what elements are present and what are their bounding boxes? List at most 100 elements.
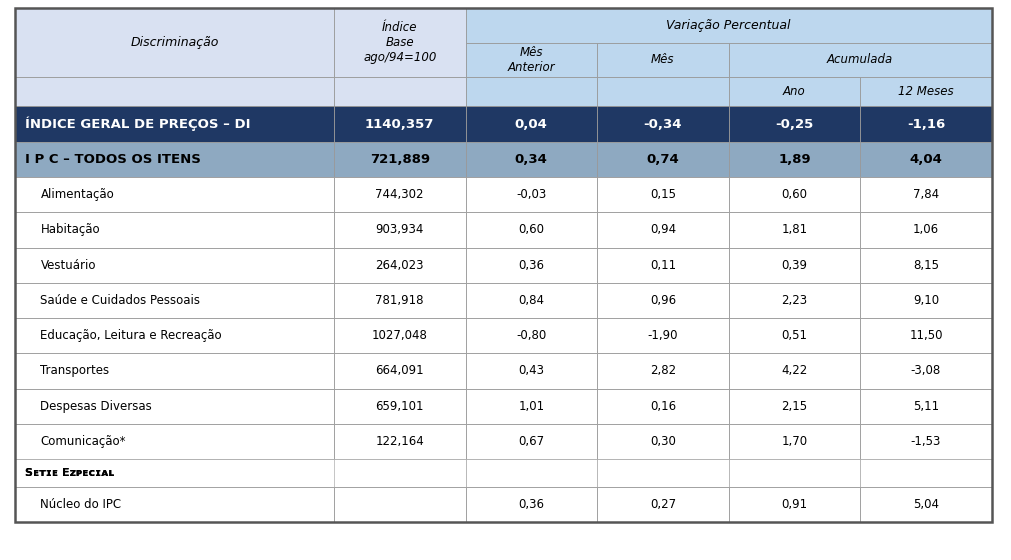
Text: 1,89: 1,89 <box>777 153 810 166</box>
Bar <box>334 77 465 106</box>
Bar <box>728 459 859 487</box>
Bar <box>15 177 334 212</box>
Bar <box>15 353 334 389</box>
Bar <box>334 8 465 77</box>
Bar <box>859 459 991 487</box>
Bar <box>15 459 991 487</box>
Bar <box>728 106 859 142</box>
Text: -0,34: -0,34 <box>643 118 681 130</box>
Bar <box>859 353 991 389</box>
Bar <box>596 318 728 353</box>
Bar <box>15 318 334 353</box>
Text: 659,101: 659,101 <box>375 400 424 413</box>
Text: 903,934: 903,934 <box>375 223 424 236</box>
Text: 5,04: 5,04 <box>912 498 938 511</box>
Bar <box>728 283 859 318</box>
Bar <box>859 212 991 248</box>
Bar <box>728 212 859 248</box>
Text: 11,50: 11,50 <box>908 329 942 342</box>
Bar <box>728 248 859 283</box>
Bar <box>596 77 728 106</box>
Text: -3,08: -3,08 <box>910 365 940 377</box>
Text: 2,23: 2,23 <box>780 294 807 307</box>
Text: ÍNDICE GERAL DE PREÇOS – DI: ÍNDICE GERAL DE PREÇOS – DI <box>25 117 251 131</box>
Bar <box>859 487 991 522</box>
Bar <box>465 177 596 212</box>
Text: 0,84: 0,84 <box>518 294 544 307</box>
Text: 0,91: 0,91 <box>780 498 807 511</box>
Text: 0,67: 0,67 <box>518 435 544 448</box>
Text: 0,15: 0,15 <box>649 188 675 201</box>
Text: 7,84: 7,84 <box>912 188 938 201</box>
Text: 0,04: 0,04 <box>515 118 547 130</box>
Bar <box>859 424 991 459</box>
Text: 122,164: 122,164 <box>375 435 424 448</box>
Bar <box>15 389 334 424</box>
Text: -0,25: -0,25 <box>774 118 813 130</box>
Bar <box>728 318 859 353</box>
Text: Mês
Anterior: Mês Anterior <box>507 46 555 74</box>
Bar <box>334 487 465 522</box>
Bar <box>15 142 334 177</box>
Text: Sᴇᴛɪᴇ Eᴢᴘᴇᴄɪᴀʟ: Sᴇᴛɪᴇ Eᴢᴘᴇᴄɪᴀʟ <box>25 468 114 478</box>
Bar <box>465 318 596 353</box>
Bar <box>596 106 728 142</box>
Bar <box>859 283 991 318</box>
Text: 4,04: 4,04 <box>909 153 941 166</box>
Text: Ano: Ano <box>783 85 805 98</box>
Bar <box>465 283 596 318</box>
Bar <box>728 43 991 77</box>
Text: -1,90: -1,90 <box>647 329 677 342</box>
Text: 744,302: 744,302 <box>375 188 424 201</box>
Text: 0,36: 0,36 <box>518 259 544 272</box>
Bar <box>596 142 728 177</box>
Bar <box>15 283 334 318</box>
Text: Alimentação: Alimentação <box>40 188 114 201</box>
Bar <box>596 177 728 212</box>
Bar <box>465 424 596 459</box>
Text: Saúde e Cuidados Pessoais: Saúde e Cuidados Pessoais <box>40 294 200 307</box>
Text: Variação Percentual: Variação Percentual <box>665 19 791 32</box>
Text: 0,60: 0,60 <box>780 188 807 201</box>
Bar <box>596 212 728 248</box>
Bar <box>334 318 465 353</box>
Bar <box>596 353 728 389</box>
Text: 0,34: 0,34 <box>515 153 547 166</box>
Bar <box>465 389 596 424</box>
Text: -1,16: -1,16 <box>906 118 944 130</box>
Bar <box>334 142 465 177</box>
Bar <box>465 353 596 389</box>
Bar <box>15 424 334 459</box>
Text: 0,30: 0,30 <box>649 435 675 448</box>
Text: -0,03: -0,03 <box>516 188 546 201</box>
Text: 8,15: 8,15 <box>912 259 938 272</box>
Text: 0,94: 0,94 <box>649 223 675 236</box>
Bar <box>334 459 465 487</box>
Bar <box>465 106 596 142</box>
Bar <box>596 248 728 283</box>
Text: 1,70: 1,70 <box>780 435 807 448</box>
Text: 0,27: 0,27 <box>649 498 675 511</box>
Text: 1,06: 1,06 <box>912 223 938 236</box>
Text: -0,80: -0,80 <box>516 329 546 342</box>
Text: Núcleo do IPC: Núcleo do IPC <box>40 498 121 511</box>
Text: Índice
Base
ago/94=100: Índice Base ago/94=100 <box>363 21 436 64</box>
Bar <box>859 177 991 212</box>
Bar <box>465 77 596 106</box>
Text: 1140,357: 1140,357 <box>365 118 434 130</box>
Bar <box>334 248 465 283</box>
Text: 0,60: 0,60 <box>518 223 544 236</box>
Bar <box>859 248 991 283</box>
Text: 0,36: 0,36 <box>518 498 544 511</box>
Bar <box>334 353 465 389</box>
Text: Acumulada: Acumulada <box>826 53 893 66</box>
Text: 12 Meses: 12 Meses <box>898 85 952 98</box>
Bar <box>15 8 334 77</box>
Text: 0,96: 0,96 <box>649 294 675 307</box>
Text: Vestuário: Vestuário <box>40 259 96 272</box>
Text: 664,091: 664,091 <box>375 365 424 377</box>
Bar <box>728 353 859 389</box>
Text: 721,889: 721,889 <box>369 153 430 166</box>
Text: 5,11: 5,11 <box>912 400 938 413</box>
Text: 2,15: 2,15 <box>780 400 807 413</box>
